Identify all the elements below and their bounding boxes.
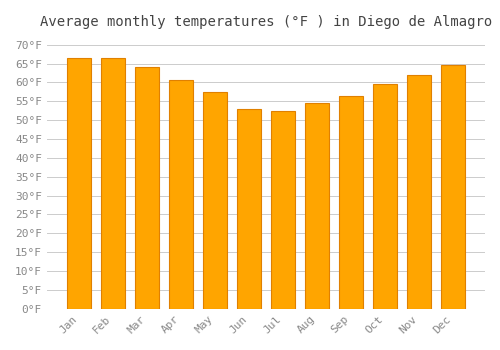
Bar bbox=[135, 67, 158, 309]
Bar bbox=[101, 58, 124, 309]
Bar bbox=[271, 111, 295, 309]
Title: Average monthly temperatures (°F ) in Diego de Almagro: Average monthly temperatures (°F ) in Di… bbox=[40, 15, 492, 29]
Bar bbox=[373, 84, 397, 309]
Bar bbox=[407, 75, 431, 309]
Bar bbox=[237, 109, 261, 309]
Bar bbox=[305, 103, 329, 309]
Bar bbox=[67, 58, 90, 309]
Bar bbox=[169, 80, 192, 309]
Bar bbox=[339, 96, 363, 309]
Bar bbox=[203, 92, 227, 309]
Bar bbox=[442, 65, 465, 309]
